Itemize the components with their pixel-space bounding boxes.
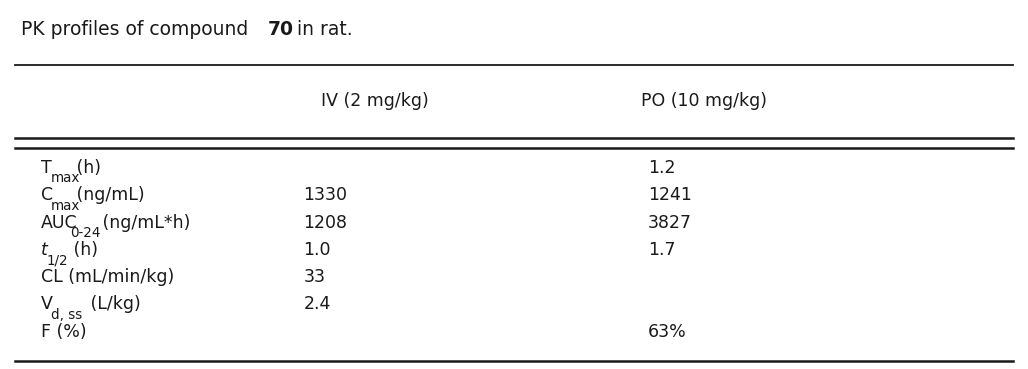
Text: 0-24: 0-24 (70, 226, 101, 240)
Text: max: max (50, 199, 80, 213)
Text: F (%): F (%) (41, 323, 86, 341)
Text: 1241: 1241 (648, 186, 692, 204)
Text: 1/2: 1/2 (47, 253, 69, 267)
Text: 3827: 3827 (648, 214, 692, 231)
Text: d, ss: d, ss (50, 308, 82, 322)
Text: C: C (41, 186, 53, 204)
Text: PO (10 mg/kg): PO (10 mg/kg) (641, 93, 767, 110)
Text: AUC: AUC (41, 214, 78, 231)
Text: (h): (h) (71, 159, 101, 177)
Text: PK profiles of compound: PK profiles of compound (21, 20, 254, 39)
Text: in rat.: in rat. (291, 20, 353, 39)
Text: t: t (41, 241, 48, 259)
Text: CL (mL/min/kg): CL (mL/min/kg) (41, 268, 175, 286)
Text: max: max (50, 171, 80, 185)
Text: V: V (41, 296, 53, 313)
Text: 63%: 63% (648, 323, 687, 341)
Text: 1.2: 1.2 (648, 159, 675, 177)
Text: IV (2 mg/kg): IV (2 mg/kg) (322, 93, 429, 110)
Text: 2.4: 2.4 (303, 296, 331, 313)
Text: (h): (h) (68, 241, 98, 259)
Text: 1330: 1330 (303, 186, 347, 204)
Text: (ng/mL): (ng/mL) (71, 186, 145, 204)
Text: 70: 70 (268, 20, 294, 39)
Text: T: T (41, 159, 51, 177)
Text: 1.7: 1.7 (648, 241, 675, 259)
Text: (L/kg): (L/kg) (85, 296, 141, 313)
Text: 1208: 1208 (303, 214, 347, 231)
Text: (ng/mL*h): (ng/mL*h) (98, 214, 190, 231)
Text: 1.0: 1.0 (303, 241, 331, 259)
Text: 33: 33 (303, 268, 325, 286)
